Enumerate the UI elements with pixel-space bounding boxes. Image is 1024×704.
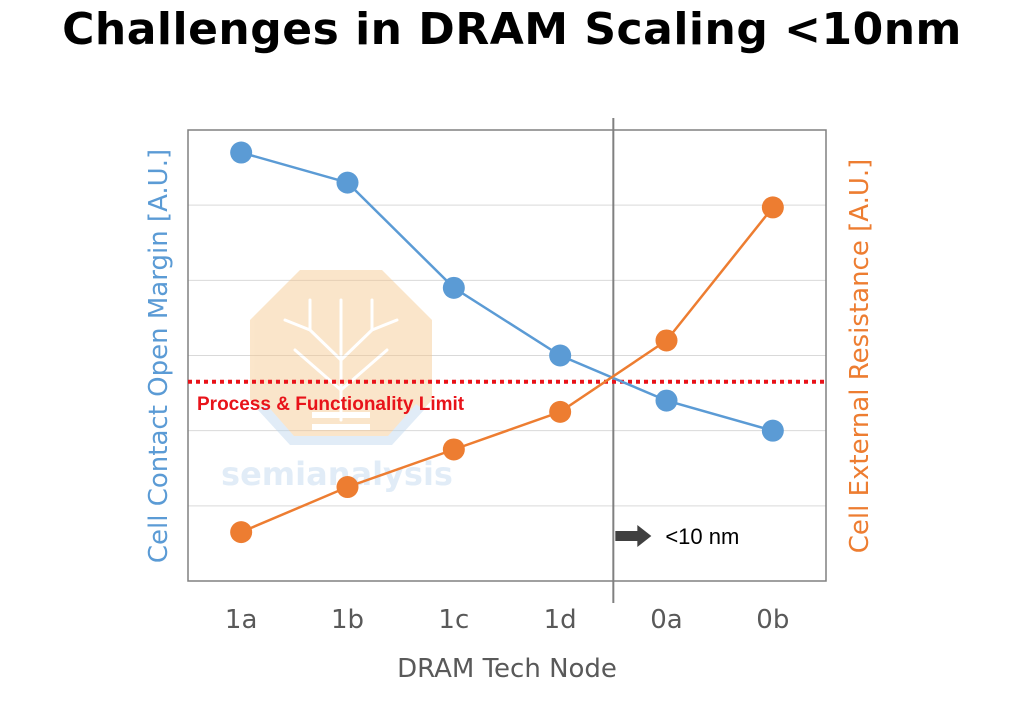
series-line-external-resistance bbox=[240, 206, 774, 534]
data-points bbox=[230, 141, 784, 544]
x-axis-label: DRAM Tech Node bbox=[397, 654, 617, 684]
series-line-contact-margin bbox=[240, 151, 774, 432]
contact-margin-point-1d bbox=[549, 344, 572, 367]
right-y-axis-label: Cell External Resistance [A.U.] bbox=[845, 159, 875, 554]
sub-10nm-annotation: <10 nm bbox=[615, 524, 739, 549]
left-y-axis-label: Cell Contact Open Margin [A.U.] bbox=[144, 149, 174, 563]
x-tick-label: 1c bbox=[438, 605, 469, 635]
external-resistance-point-1b bbox=[336, 476, 359, 499]
contact-margin-point-0a bbox=[655, 389, 678, 412]
external-resistance-point-1a bbox=[230, 521, 253, 544]
plot-area-frame bbox=[187, 129, 827, 582]
external-resistance-point-0b bbox=[761, 196, 784, 219]
contact-margin-point-1c bbox=[442, 276, 465, 299]
semianalysis-watermark-logo: semianalysis bbox=[221, 270, 453, 493]
right-arrow-icon bbox=[615, 525, 652, 547]
x-tick-labels: 1a 1b 1c 1d 0a 0b bbox=[225, 605, 789, 635]
contact-margin-point-1a bbox=[230, 141, 253, 164]
x-tick-label: 0b bbox=[756, 605, 789, 635]
x-tick-label: 1a bbox=[225, 605, 257, 635]
page-title: Challenges in DRAM Scaling <10nm bbox=[62, 4, 962, 55]
x-tick-label: 0a bbox=[650, 605, 682, 635]
external-resistance-point-1d bbox=[549, 400, 572, 423]
process-limit-label: Process & Functionality Limit bbox=[197, 394, 465, 415]
sub-10nm-label: <10 nm bbox=[665, 524, 739, 549]
external-resistance-point-1c bbox=[442, 438, 465, 461]
x-tick-label: 1d bbox=[544, 605, 577, 635]
x-tick-label: 1b bbox=[331, 605, 364, 635]
contact-margin-point-0b bbox=[761, 419, 784, 442]
contact-margin-point-1b bbox=[336, 171, 359, 194]
external-resistance-point-0a bbox=[655, 329, 678, 352]
